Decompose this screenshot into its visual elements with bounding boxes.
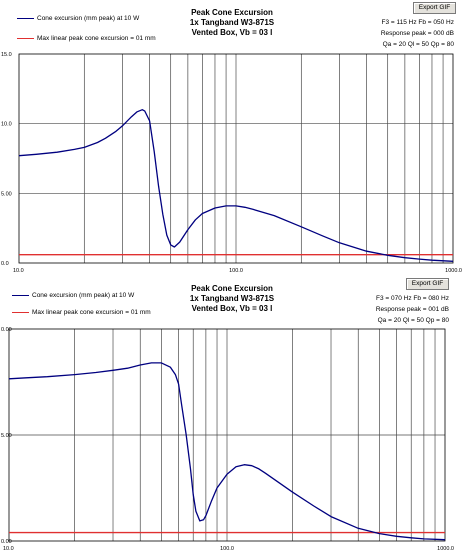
info-line: Qa = 20 Ql = 50 Qp = 80 bbox=[377, 317, 449, 324]
plot-frame bbox=[8, 328, 446, 542]
x-tick-label: 100.0 bbox=[220, 546, 234, 552]
y-tick-label: 5.00 bbox=[1, 433, 12, 439]
legend-item-limit: Max linear peak cone excursion = 01 mm bbox=[17, 35, 156, 42]
legend-swatch-excursion bbox=[12, 294, 29, 296]
plot-frame bbox=[18, 53, 454, 264]
info-line: Qa = 20 Ql = 50 Qp = 80 bbox=[382, 41, 454, 48]
chart-title-line: Peak Cone Excursion bbox=[191, 284, 273, 293]
info-box: F3 = 070 Hz Fb = 080 Hz Response peak = … bbox=[376, 293, 449, 326]
legend-swatch-excursion bbox=[17, 17, 34, 19]
y-tick-label: 0.0 bbox=[1, 261, 9, 267]
x-tick-label: 10.0 bbox=[13, 268, 24, 274]
x-tick-label: 10.0 bbox=[3, 546, 14, 552]
legend-item-excursion: Cone excursion (mm peak) at 10 W bbox=[12, 292, 134, 299]
x-tick-label: 100.0 bbox=[229, 268, 243, 274]
y-tick-label: 0.00 bbox=[1, 327, 12, 333]
plot-area: 0.0 5.00 10.0 15.0 10.0 100.0 1000.0 bbox=[1, 52, 462, 274]
chart-title-line: Peak Cone Excursion bbox=[191, 8, 273, 17]
legend-label: Cone excursion (mm peak) at 10 W bbox=[37, 15, 140, 22]
export-gif-button[interactable]: Export GIF bbox=[406, 278, 449, 290]
y-tick-label: 15.0 bbox=[1, 52, 12, 58]
info-line: Response peak = 000 dB bbox=[380, 30, 454, 37]
legend-label: Cone excursion (mm peak) at 10 W bbox=[32, 292, 135, 299]
info-line: F3 = 115 Hz Fb = 050 Hz bbox=[381, 19, 455, 26]
legend-label: Max linear peak cone excursion = 01 mm bbox=[32, 309, 151, 316]
info-box: F3 = 115 Hz Fb = 050 Hz Response peak = … bbox=[381, 17, 454, 50]
chart-title-line: Vented Box, Vb = 03 l bbox=[191, 28, 273, 37]
info-line: F3 = 070 Hz Fb = 080 Hz bbox=[376, 295, 449, 302]
series-line-excursion bbox=[18, 109, 454, 262]
chart-title: Peak Cone Excursion 1x Tangband W3-871S … bbox=[0, 284, 464, 314]
legend-item-excursion: Cone excursion (mm peak) at 10 W bbox=[17, 15, 139, 22]
export-gif-button[interactable]: Export GIF bbox=[413, 2, 456, 14]
legend-swatch-limit bbox=[17, 37, 34, 39]
info-line: Response peak = 001 dB bbox=[375, 306, 449, 313]
legend-swatch-limit bbox=[12, 311, 29, 313]
chart-title-line: Vented Box, Vb = 03 l bbox=[191, 304, 273, 313]
series-line-excursion bbox=[8, 362, 446, 541]
x-tick-label: 1000.0 bbox=[445, 268, 462, 274]
chart-panel: Peak Cone Excursion 1x Tangband W3-871S … bbox=[0, 2, 464, 274]
y-tick-label: 0.00 bbox=[1, 539, 12, 545]
chart-panel: Peak Cone Excursion 1x Tangband W3-871S … bbox=[0, 276, 464, 552]
legend-label: Max linear peak cone excursion = 01 mm bbox=[37, 35, 156, 42]
chart-title: Peak Cone Excursion 1x Tangband W3-871S … bbox=[0, 8, 464, 38]
y-tick-label: 10.0 bbox=[1, 122, 12, 128]
y-tick-label: 5.00 bbox=[1, 191, 12, 197]
legend-item-limit: Max linear peak cone excursion = 01 mm bbox=[12, 309, 151, 316]
chart-title-line: 1x Tangband W3-871S bbox=[189, 18, 275, 27]
x-tick-label: 1000.0 bbox=[437, 546, 454, 552]
chart-title-line: 1x Tangband W3-871S bbox=[189, 294, 275, 303]
